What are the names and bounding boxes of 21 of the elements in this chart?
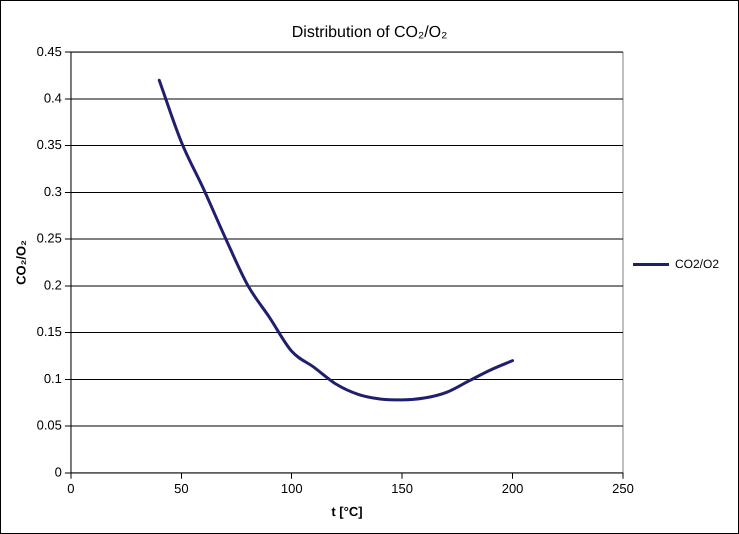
x-tick-label: 150 — [391, 481, 414, 496]
legend-label: CO2/O2 — [674, 256, 720, 271]
chart-title: Distribution of CO₂/O₂ — [292, 24, 448, 42]
x-axis-title: t [°C] — [331, 504, 363, 519]
y-tick-label: 0.25 — [36, 230, 62, 246]
x-tick-label: 100 — [280, 481, 303, 496]
y-tick-label: 0.3 — [44, 184, 62, 199]
y-tick-label: 0 — [54, 464, 62, 480]
y-tick-label: 0.4 — [44, 90, 62, 106]
line-series — [158, 78, 514, 402]
y-tick-label: 0.35 — [36, 137, 62, 152]
y-tick-label: 0.15 — [36, 324, 62, 340]
y-tick-label: 0.1 — [44, 370, 62, 386]
x-tick-label: 250 — [612, 481, 634, 496]
y-axis-title: CO₂/O₂ — [13, 240, 28, 285]
x-tick-label: 200 — [502, 481, 524, 496]
x-tick-label: 0 — [67, 481, 75, 496]
x-tick-label: 50 — [174, 481, 189, 496]
y-tick-label: 0.45 — [36, 44, 62, 59]
y-tick-label: 0.05 — [36, 418, 62, 433]
y-tick-label: 0.2 — [44, 277, 62, 292]
